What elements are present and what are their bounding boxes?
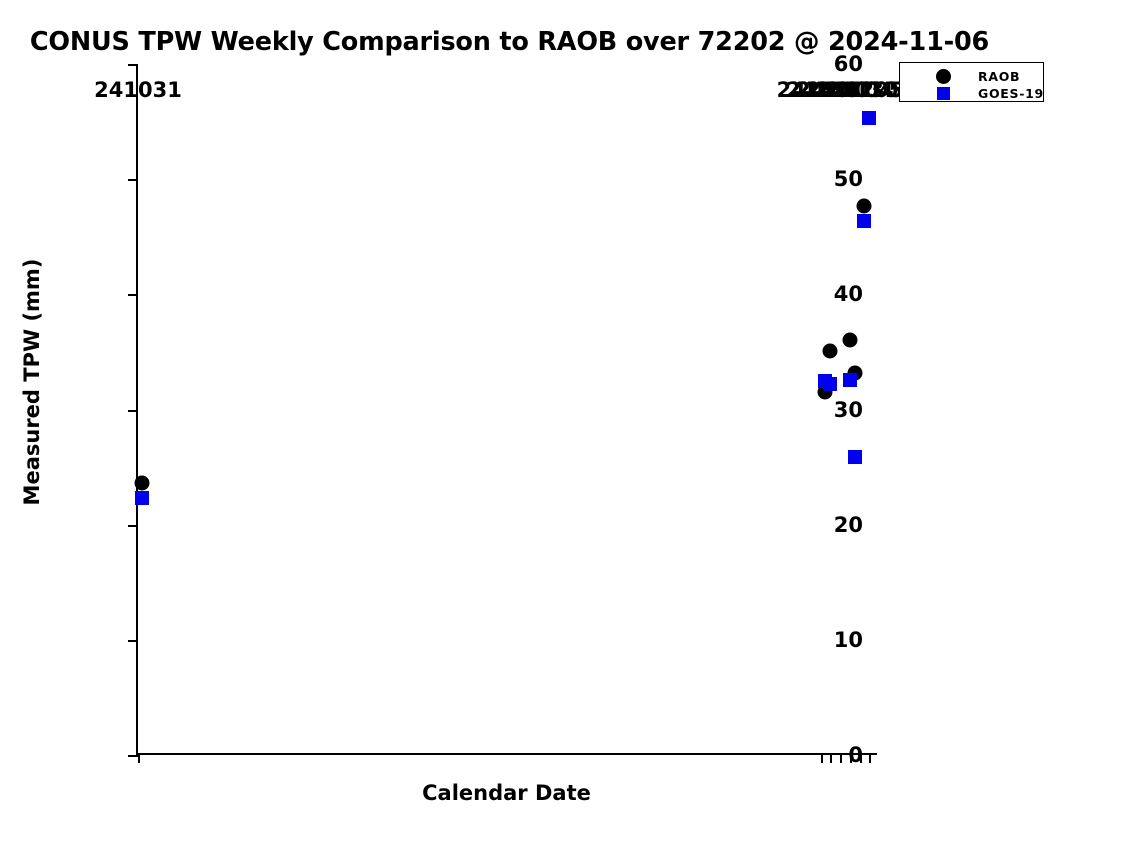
plot-area: 0 10 20 30 40 50 60 241031 241101 241102 241103 241… (94, 52, 913, 767)
y-axis-tick (128, 409, 138, 412)
chart-title: CONUS TPW Weekly Comparison to RAOB over… (29, 27, 990, 57)
data-point-layer (134, 64, 877, 753)
circle-swatch (935, 68, 951, 84)
y-axis-tick-label: 40 (833, 282, 863, 307)
y-axis-title: Measured TPW (mm) (20, 258, 44, 506)
y-axis-tick-label: 60 (833, 52, 863, 76)
chart-legend: RAOB GOES-19 (899, 62, 1044, 102)
y-axis-tick (128, 294, 138, 297)
x-axis-tick-label: 241101 (776, 78, 865, 102)
data-point-goes-19 (847, 449, 862, 464)
y-axis-tick-label: 10 (833, 627, 863, 652)
x-axis-tick (138, 753, 140, 763)
y-axis-tick-label: 30 (833, 397, 863, 422)
x-axis-tick (840, 753, 842, 763)
data-point-goes-19 (857, 213, 872, 228)
y-axis-tick (128, 524, 138, 527)
legend-item-goes-19: GOES-19 (900, 84, 1043, 102)
x-axis-tick-label: 241105 (815, 78, 904, 102)
y-axis-tick-label: 0 (848, 743, 863, 767)
data-point-raob (822, 343, 838, 359)
y-axis-tick-label: 50 (833, 167, 863, 192)
x-axis-title: Calendar Date (422, 781, 591, 805)
x-axis-tick (869, 753, 872, 763)
y-axis-tick (128, 179, 138, 182)
legend-label: GOES-19 (978, 85, 1044, 101)
legend-marker-circle-icon (930, 67, 956, 85)
x-axis-tick-label: 241104 (805, 78, 894, 102)
x-axis-tick (849, 753, 852, 763)
y-axis-tick (128, 64, 138, 66)
legend-marker-square-icon (930, 84, 956, 102)
data-point-raob (134, 475, 150, 491)
square-swatch (936, 86, 950, 100)
x-axis-tick-label: 241103 (796, 78, 884, 102)
data-point-goes-19 (862, 111, 877, 126)
x-axis-tick-label: 241031 (94, 78, 182, 102)
y-axis-tick-label: 20 (833, 512, 863, 537)
x-axis-tick (820, 753, 823, 763)
data-point-raob (856, 198, 872, 214)
data-point-raob (842, 332, 858, 348)
x-axis-tick-label: 241102 (786, 78, 875, 102)
legend-item-raob: RAOB (900, 67, 1043, 85)
x-axis-tick-label: 241106 (825, 78, 914, 102)
x-axis-tick (859, 753, 862, 763)
data-point-goes-19 (823, 377, 838, 392)
x-axis-tick (830, 753, 833, 763)
legend-label: RAOB (978, 68, 1021, 84)
y-axis-tick (128, 639, 138, 642)
y-axis-tick (128, 755, 138, 757)
data-point-goes-19 (135, 491, 150, 506)
data-point-goes-19 (842, 372, 857, 387)
